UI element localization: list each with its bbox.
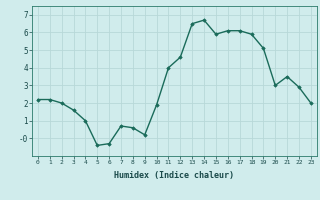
X-axis label: Humidex (Indice chaleur): Humidex (Indice chaleur): [115, 171, 234, 180]
